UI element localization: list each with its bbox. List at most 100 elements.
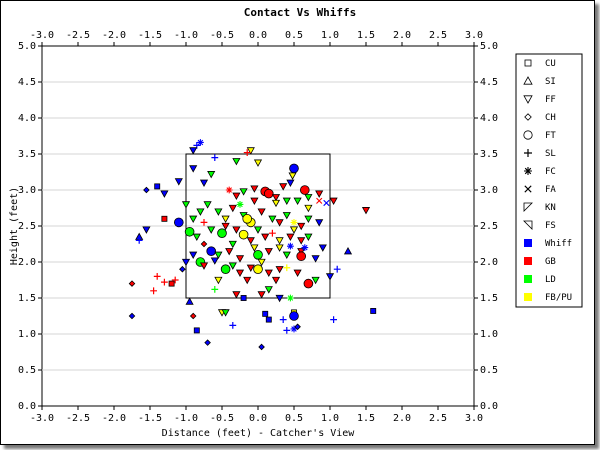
point-ft xyxy=(299,185,310,195)
legend-label: FC xyxy=(545,167,556,177)
point-ff xyxy=(271,194,281,202)
point-ff xyxy=(325,273,335,281)
point-ff xyxy=(232,158,241,166)
point-fc xyxy=(301,244,309,251)
x-axis-label: Distance (feet) - Catcher's View xyxy=(162,428,356,439)
legend-label: FA xyxy=(545,185,556,195)
point-ff xyxy=(235,269,245,278)
point-fs xyxy=(523,220,533,230)
y-tick-label: 3.0 xyxy=(18,185,36,196)
legend-box xyxy=(515,53,583,308)
legend-swatch xyxy=(524,239,532,247)
point-ff xyxy=(257,258,266,267)
point-ff xyxy=(286,179,295,188)
x-tick-label: -1.0 xyxy=(174,413,198,424)
point-kn xyxy=(523,202,533,212)
point-ff xyxy=(250,244,259,252)
point-ff xyxy=(203,201,212,209)
point-fc xyxy=(287,294,294,302)
point-ch xyxy=(524,113,532,121)
point-ff xyxy=(221,309,230,317)
x-tick-label: -3.0 xyxy=(30,413,54,424)
point-ff xyxy=(311,276,320,285)
legend-swatch xyxy=(524,275,532,283)
legend-label: FF xyxy=(545,95,556,105)
point-ff xyxy=(232,226,241,234)
point-ff xyxy=(189,147,198,155)
point-ff xyxy=(174,178,183,186)
point-ft xyxy=(523,130,533,140)
point-sl xyxy=(135,237,143,244)
x-tick-label: 0.0 xyxy=(249,30,267,41)
y-tick-label: 1.5 xyxy=(480,293,498,304)
point-fc xyxy=(225,186,233,194)
point-cu xyxy=(262,310,269,317)
point-ff xyxy=(275,219,284,227)
point-sl xyxy=(279,316,287,323)
point-ff xyxy=(286,233,295,242)
legend-label: KN xyxy=(545,203,556,213)
x-tick-label: 1.5 xyxy=(357,413,375,424)
x-tick-label: -0.5 xyxy=(210,30,234,41)
point-ff xyxy=(279,183,288,191)
point-ff xyxy=(271,199,281,208)
point-cu xyxy=(370,308,377,314)
point-ff xyxy=(181,201,191,209)
point-si xyxy=(185,297,194,305)
y-tick-label: 1.0 xyxy=(480,329,498,340)
point-sl xyxy=(330,316,337,323)
point-ff xyxy=(199,262,209,270)
point-ff xyxy=(268,215,277,224)
data-points xyxy=(128,139,377,351)
point-ff xyxy=(264,248,273,256)
y-tick-label: 2.0 xyxy=(18,257,36,268)
y-tick-label: 4.0 xyxy=(480,113,498,124)
point-cu xyxy=(524,59,532,67)
point-sl xyxy=(171,276,179,284)
point-sl xyxy=(150,287,157,295)
point-ch xyxy=(128,312,136,320)
x-tick-label: -1.5 xyxy=(138,30,162,41)
point-fc xyxy=(236,201,244,208)
point-ch xyxy=(294,323,301,331)
point-ff xyxy=(315,190,324,198)
point-ch xyxy=(128,280,136,287)
x-tick-label: 2.5 xyxy=(429,30,447,41)
point-ff xyxy=(214,208,223,216)
point-sl xyxy=(283,327,291,334)
point-ft xyxy=(173,217,184,228)
x-tick-label: 2.0 xyxy=(393,413,411,424)
y-tick-label: 1.0 xyxy=(18,329,36,340)
point-ff xyxy=(192,233,201,242)
x-tick-label: 0.5 xyxy=(285,413,303,424)
point-cu xyxy=(168,280,175,287)
y-tick-label: 2.5 xyxy=(18,221,36,232)
x-tick-label: 1.0 xyxy=(321,30,339,41)
legend: CU SI FF CH FT SL FC FA KN FS Whiff GB LD FB/PU xyxy=(515,53,583,308)
point-ft xyxy=(253,264,263,275)
legend-label: Whiff xyxy=(545,239,572,249)
point-ff xyxy=(304,194,313,202)
point-sl xyxy=(153,273,161,280)
point-sl xyxy=(211,154,219,161)
x-tick-label: 2.0 xyxy=(393,30,411,41)
point-ff xyxy=(282,212,291,220)
point-ff xyxy=(257,291,266,299)
y-axis-left: 0.0 0.5 1.0 1.5 2.0 2.5 3.0 3.5 4.0 4.5 5.0 xyxy=(18,41,42,412)
point-si xyxy=(523,76,533,85)
point-fc xyxy=(524,167,532,175)
point-si xyxy=(343,246,353,255)
point-ft xyxy=(303,278,314,289)
point-fc xyxy=(290,325,298,333)
point-sl xyxy=(200,219,208,226)
x-tick-label: 1.5 xyxy=(357,30,375,41)
point-ff xyxy=(289,226,299,234)
point-ft xyxy=(289,163,299,174)
legend-label: CU xyxy=(545,59,556,69)
legend-label: FS xyxy=(545,221,556,231)
point-ff xyxy=(181,258,191,267)
point-ff xyxy=(275,237,284,245)
point-ff xyxy=(293,269,302,278)
point-ff xyxy=(275,266,284,274)
